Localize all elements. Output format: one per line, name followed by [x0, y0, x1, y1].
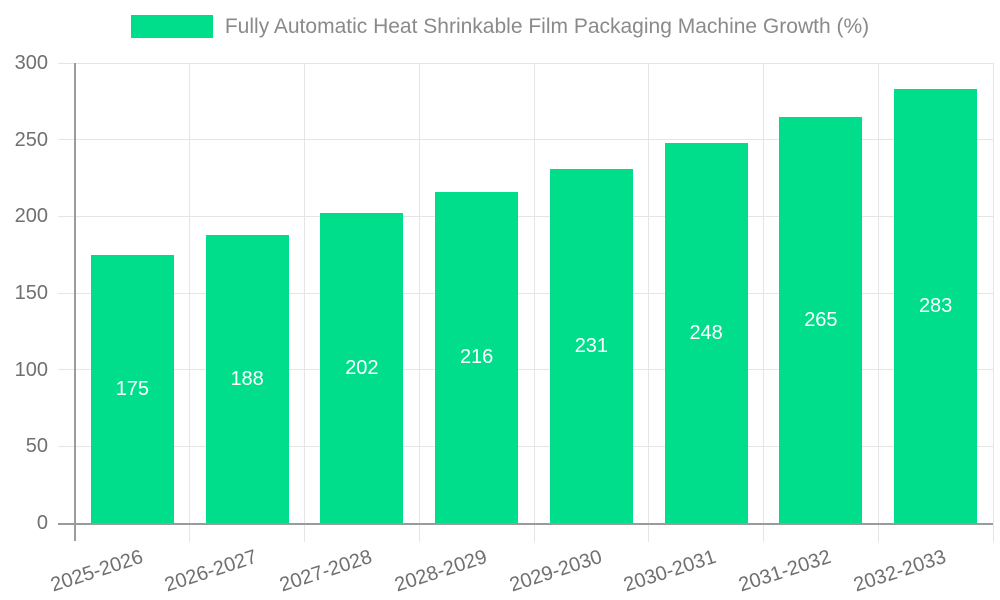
x-gridline	[877, 63, 879, 542]
bar[interactable]	[894, 89, 978, 523]
bar[interactable]	[779, 116, 863, 523]
bar[interactable]	[549, 168, 633, 523]
legend-swatch	[130, 15, 213, 38]
bar[interactable]	[435, 191, 519, 523]
x-tick-label: 2026-2027	[162, 545, 261, 597]
y-tick-label: 300	[14, 52, 48, 74]
bar[interactable]	[90, 254, 174, 523]
bar[interactable]	[664, 142, 748, 523]
bar[interactable]	[320, 213, 404, 523]
bar-value-label: 202	[345, 357, 379, 380]
bar-value-label: 248	[689, 321, 723, 344]
legend-item[interactable]: Fully Automatic Heat Shrinkable Film Pac…	[130, 14, 870, 39]
y-tick-label: 0	[36, 512, 48, 534]
bar-value-label: 283	[918, 295, 953, 318]
legend: Fully Automatic Heat Shrinkable Film Pac…	[0, 14, 1000, 39]
y-gridline	[58, 292, 993, 294]
y-axis-line	[74, 63, 76, 541]
bar-value-label: 175	[115, 377, 150, 400]
x-axis-line	[58, 523, 993, 525]
legend-label: Fully Automatic Heat Shrinkable Film Pac…	[224, 15, 870, 38]
bar-value-label: 231	[574, 334, 609, 357]
y-gridline	[58, 139, 993, 141]
x-gridline	[648, 63, 650, 542]
x-tick-label: 2025-2026	[47, 545, 146, 597]
y-gridline	[58, 445, 993, 447]
bar-value-label: 188	[230, 367, 264, 390]
x-gridline	[189, 63, 191, 542]
y-tick-label: 200	[14, 205, 48, 228]
x-gridline	[418, 63, 420, 542]
x-tick-label: 2032-2033	[850, 545, 949, 597]
y-tick-label: 50	[25, 435, 48, 458]
bar-value-label: 265	[804, 308, 838, 331]
x-tick-label: 2030-2031	[621, 545, 720, 597]
y-tick-label: 150	[14, 282, 48, 304]
x-tick-label: 2029-2030	[506, 545, 605, 597]
x-gridline	[763, 63, 764, 542]
y-tick-label: 100	[14, 358, 48, 381]
bar-value-label: 216	[459, 346, 494, 369]
x-tick-label: 2028-2029	[391, 545, 490, 597]
y-tick-label: 250	[14, 128, 48, 151]
y-gridline	[58, 215, 993, 217]
x-gridline	[533, 63, 535, 542]
x-gridline	[304, 63, 305, 542]
x-gridline	[992, 63, 994, 542]
y-gridline	[58, 62, 993, 64]
x-tick-label: 2031-2032	[736, 545, 834, 597]
x-tick-label: 2027-2028	[277, 545, 375, 597]
bar[interactable]	[205, 234, 289, 523]
y-gridline	[58, 369, 993, 371]
